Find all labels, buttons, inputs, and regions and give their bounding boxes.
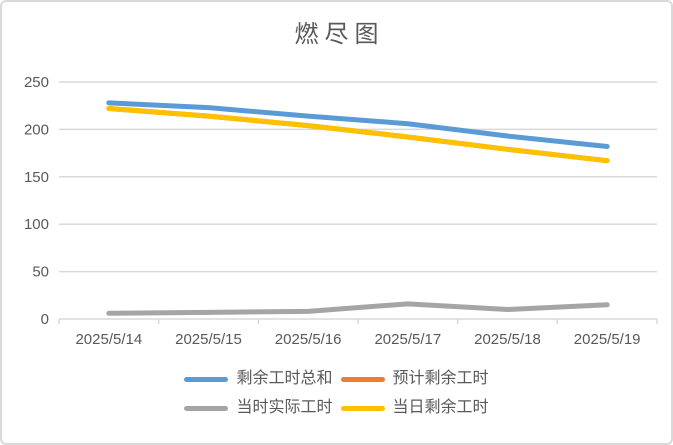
x-axis-tick-label: 2025/5/18 xyxy=(474,331,541,348)
y-axis-tick-label: 250 xyxy=(24,74,49,91)
legend-item[interactable]: 当日剩余工时 xyxy=(340,397,489,419)
legend-label: 当时实际工时 xyxy=(236,399,333,416)
legend-label: 当日剩余工时 xyxy=(392,399,489,416)
legend-row: 剩余工时总和 预计剩余工时 xyxy=(180,368,492,390)
y-axis-tick-label: 0 xyxy=(41,311,49,328)
x-axis-tick-label: 2025/5/14 xyxy=(75,331,142,348)
x-axis-tick-label: 2025/5/17 xyxy=(374,331,441,348)
legend-label: 剩余工时总和 xyxy=(236,370,333,387)
y-axis-tick-label: 150 xyxy=(24,169,49,186)
series-line-3 xyxy=(106,301,610,316)
series-line-4 xyxy=(106,106,610,164)
chart-title: 燃尽图 xyxy=(294,21,385,48)
legend-swatch xyxy=(340,405,385,411)
legend-row: 当时实际工时 当日剩余工时 xyxy=(180,397,492,419)
legend-label: 预计剩余工时 xyxy=(392,370,489,387)
series-line-1 xyxy=(106,100,610,149)
x-axis-tick-label: 2025/5/15 xyxy=(175,331,242,348)
legend-item[interactable]: 当时实际工时 xyxy=(184,397,333,419)
legend-item[interactable]: 剩余工时总和 xyxy=(184,368,333,390)
legend: 剩余工时总和 预计剩余工时当时实际工时 当日剩余工时 xyxy=(2,368,671,419)
y-axis-tick-label: 50 xyxy=(32,264,49,281)
y-axis-tick-label: 100 xyxy=(24,216,49,233)
x-axis-tick-label: 2025/5/16 xyxy=(275,331,342,348)
y-axis-tick-label: 200 xyxy=(24,121,49,138)
legend-swatch xyxy=(184,405,229,411)
x-axis-tick-label: 2025/5/19 xyxy=(574,331,641,348)
legend-swatch xyxy=(184,376,229,382)
legend-swatch xyxy=(340,376,385,382)
legend-item[interactable]: 预计剩余工时 xyxy=(340,368,489,390)
